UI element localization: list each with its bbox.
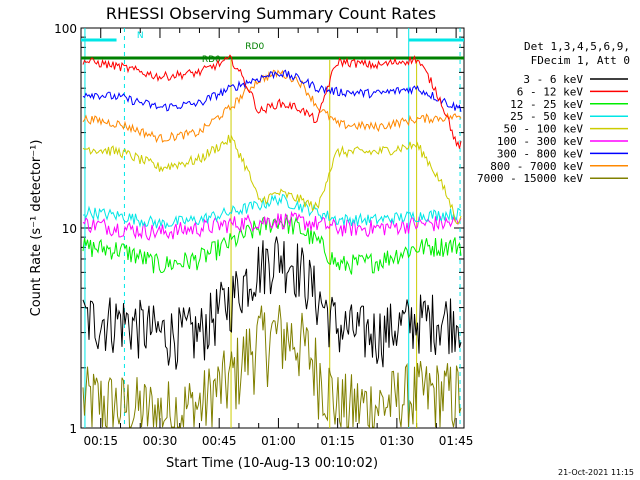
legend-label: 12 - 25 keV bbox=[510, 98, 583, 111]
series-line-5 bbox=[82, 134, 462, 225]
flag-label: N bbox=[137, 31, 144, 41]
x-tick-label: 00:30 bbox=[143, 434, 178, 448]
chart-title: RHESSI Observing Summary Count Rates bbox=[106, 4, 436, 23]
flag-label: RD0 bbox=[202, 55, 221, 65]
series-line-2 bbox=[82, 54, 462, 149]
legend-label: 300 - 800 keV bbox=[497, 147, 583, 160]
legend-label: 50 - 100 keV bbox=[504, 123, 584, 136]
x-tick-label: 00:45 bbox=[202, 434, 237, 448]
legend-label: 6 - 12 keV bbox=[517, 85, 584, 98]
legend-header-line-1: Det 1,3,4,5,6,9, bbox=[524, 40, 630, 53]
legend-label: 100 - 300 keV bbox=[497, 135, 583, 148]
series-line-4 bbox=[82, 194, 462, 229]
series-line-9 bbox=[82, 305, 462, 429]
legend-label: 7000 - 15000 keV bbox=[477, 172, 583, 185]
x-tick-label: 01:15 bbox=[320, 434, 355, 448]
series-line-8 bbox=[82, 69, 462, 144]
y-tick-label: 10 bbox=[62, 222, 77, 236]
y-tick-label: 1 bbox=[69, 422, 77, 436]
x-tick-label: 01:00 bbox=[261, 434, 296, 448]
legend-label: 800 - 7000 keV bbox=[490, 160, 583, 173]
x-tick-label: 01:45 bbox=[439, 434, 474, 448]
series-line-7 bbox=[82, 69, 462, 112]
y-axis-label: Count Rate (s⁻¹ detector⁻¹) bbox=[29, 140, 44, 317]
y-tick-label: 100 bbox=[54, 22, 77, 36]
series-line-1 bbox=[82, 236, 462, 370]
x-tick-label: 01:30 bbox=[380, 434, 415, 448]
x-axis-label: Start Time (10-Aug-13 00:10:02) bbox=[166, 456, 378, 471]
flag-label: RD0 bbox=[245, 42, 264, 52]
legend-label: 25 - 50 keV bbox=[510, 110, 583, 123]
plot-area: 1 10 100 00:15 00:30 00:45 01:00 01:15 01:30 01:4… bbox=[54, 22, 473, 448]
legend-header-line-2: FDecim 1, Att 0 bbox=[531, 54, 630, 67]
legend-label: 3 - 6 keV bbox=[523, 73, 583, 86]
series-line-6 bbox=[82, 210, 462, 241]
x-tick-label: 00:15 bbox=[83, 434, 118, 448]
footer-date: 21-Oct-2021 11:15 bbox=[558, 468, 634, 477]
